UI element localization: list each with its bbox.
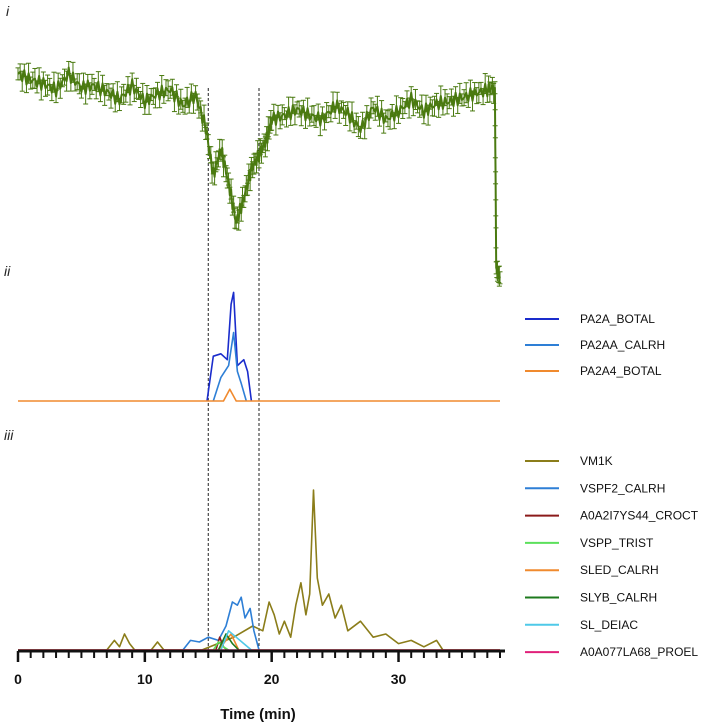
legend-label-a0a2i7ys44-croct: A0A2I7YS44_CROCT [580, 509, 699, 523]
series-line-pa2a-botal [206, 291, 253, 402]
legend-label-vspf2-calrh: VSPF2_CALRH [580, 481, 665, 495]
legend-label-pa2a-botal: PA2A_BOTAL [580, 312, 655, 326]
panel-label-ii: ii [4, 263, 11, 279]
x-axis: 0 10 20 30 [14, 649, 505, 687]
panel-i-series [15, 60, 503, 287]
legend-label-pa2a4-botal: PA2A4_BOTAL [580, 364, 662, 378]
series-line-pa2aa-calrh [212, 331, 248, 402]
panel-ii: ii PA2A_BOTAL PA2AA_CALRH PA2A4_BOTAL [4, 263, 665, 402]
series-line-slyb-calrh [217, 633, 240, 651]
panel-i: i [6, 3, 503, 287]
panel-iii: iii VM1K VSPF2_CALRH A0A2I7YS44_CROCT VSPP_… [4, 427, 699, 659]
legend-panel-ii: PA2A_BOTAL PA2AA_CALRH PA2A4_BOTAL [525, 312, 665, 378]
legend-label-sl-deiac: SL_DEIAC [580, 618, 638, 632]
x-tick-label-10: 10 [137, 671, 153, 687]
legend-label-pa2aa-calrh: PA2AA_CALRH [580, 338, 665, 352]
panel-ii-series [18, 291, 500, 402]
series-line-sl-deiac [220, 629, 252, 651]
legend-label-vm1k: VM1K [580, 454, 613, 468]
retention-window-guides [207, 88, 260, 650]
x-tick-label-20: 20 [264, 671, 280, 687]
panel-label-iii: iii [4, 427, 14, 443]
series-line-pa2a4-botal [18, 388, 500, 402]
legend-label-vspp-trist: VSPP_TRIST [580, 536, 654, 550]
legend-label-a0a077la68-proel: A0A077LA68_PROEL [580, 645, 698, 659]
legend-panel-iii: VM1K VSPF2_CALRH A0A2I7YS44_CROCT VSPP_TRIS… [525, 454, 699, 659]
panel-label-i: i [6, 3, 10, 19]
legend-label-slyb-calrh: SLYB_CALRH [580, 591, 657, 605]
error-bars [15, 60, 503, 287]
x-tick-label-30: 30 [391, 671, 407, 687]
series-line-vspf2-calrh [182, 596, 260, 651]
x-tick-label-0: 0 [14, 671, 22, 687]
x-axis-title: Time (min) [220, 706, 296, 723]
legend-label-sled-calrh: SLED_CALRH [580, 563, 659, 577]
